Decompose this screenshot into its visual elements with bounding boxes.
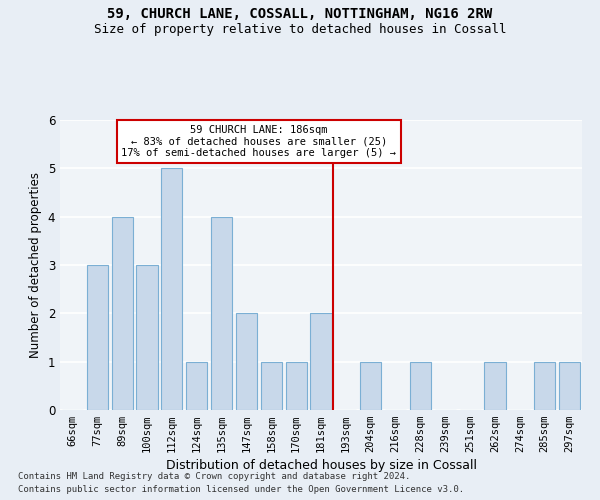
Text: 59 CHURCH LANE: 186sqm
← 83% of detached houses are smaller (25)
17% of semi-det: 59 CHURCH LANE: 186sqm ← 83% of detached…	[121, 125, 397, 158]
Bar	[211, 216, 232, 410]
Bar	[559, 362, 580, 410]
Bar	[310, 314, 332, 410]
Bar	[112, 216, 133, 410]
Bar	[87, 265, 108, 410]
Text: Contains public sector information licensed under the Open Government Licence v3: Contains public sector information licen…	[18, 485, 464, 494]
Bar	[136, 265, 158, 410]
X-axis label: Distribution of detached houses by size in Cossall: Distribution of detached houses by size …	[166, 460, 476, 472]
Bar	[236, 314, 257, 410]
Bar	[360, 362, 381, 410]
Bar	[534, 362, 555, 410]
Bar	[186, 362, 207, 410]
Bar	[261, 362, 282, 410]
Bar	[410, 362, 431, 410]
Text: 59, CHURCH LANE, COSSALL, NOTTINGHAM, NG16 2RW: 59, CHURCH LANE, COSSALL, NOTTINGHAM, NG…	[107, 8, 493, 22]
Y-axis label: Number of detached properties: Number of detached properties	[29, 172, 42, 358]
Bar	[161, 168, 182, 410]
Bar	[484, 362, 506, 410]
Text: Contains HM Land Registry data © Crown copyright and database right 2024.: Contains HM Land Registry data © Crown c…	[18, 472, 410, 481]
Text: Size of property relative to detached houses in Cossall: Size of property relative to detached ho…	[94, 22, 506, 36]
Bar	[286, 362, 307, 410]
